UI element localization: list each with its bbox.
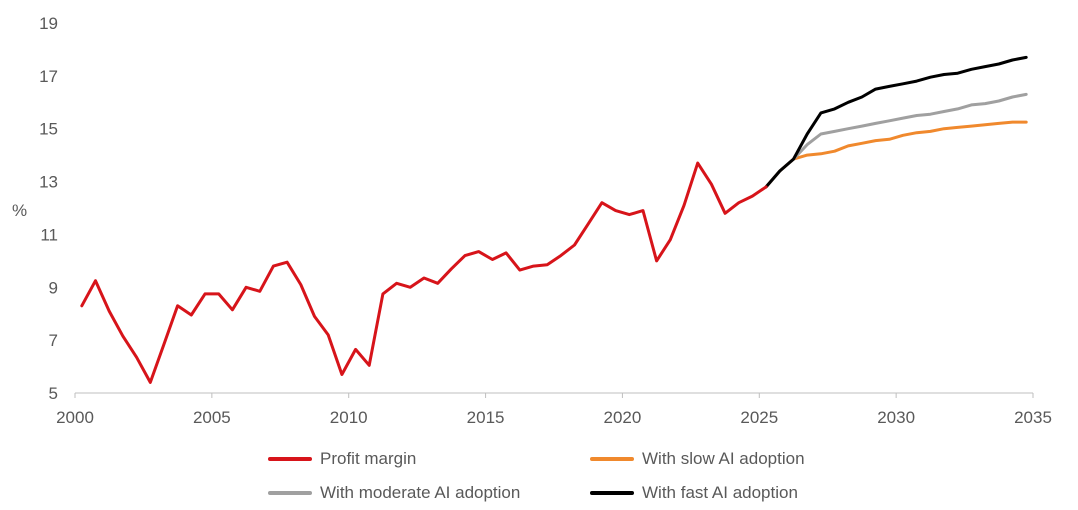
x-tick-label-2015: 2015 [467, 408, 505, 427]
legend-swatch-slow-ai [590, 457, 634, 461]
x-tick-label-2035: 2035 [1014, 408, 1052, 427]
legend-item-fast-ai: With fast AI adoption [590, 480, 798, 506]
series-line-moderate-ai [764, 92, 1028, 189]
y-tick-label-9: 9 [49, 278, 58, 297]
series-line-slow-ai [764, 120, 1028, 189]
series-line-profit-margin [80, 161, 768, 384]
x-tick-label-2005: 2005 [193, 408, 231, 427]
legend-label-moderate-ai: With moderate AI adoption [320, 483, 521, 502]
series-line-fast-ai [764, 55, 1028, 189]
y-tick-label-13: 13 [39, 173, 58, 192]
legend-label-profit-margin: Profit margin [320, 449, 417, 468]
x-tick-label-2020: 2020 [604, 408, 642, 427]
y-tick-label-15: 15 [39, 120, 58, 139]
x-axis-ticks: 2000 2005 2010 2015 2020 2025 2030 2035 [56, 393, 1052, 427]
legend-label-fast-ai: With fast AI adoption [642, 483, 798, 502]
legend-item-slow-ai: With slow AI adoption [590, 446, 805, 472]
y-tick-label-11: 11 [40, 225, 58, 244]
x-tick-label-2000: 2000 [56, 408, 94, 427]
legend: Profit margin With slow AI adoption With… [268, 446, 888, 506]
x-tick-label-2010: 2010 [330, 408, 368, 427]
legend-swatch-moderate-ai [268, 491, 312, 495]
legend-item-moderate-ai: With moderate AI adoption [268, 480, 520, 506]
x-tick-label-2025: 2025 [740, 408, 778, 427]
y-tick-label-17: 17 [39, 67, 58, 86]
y-axis-label: % [12, 201, 27, 220]
y-tick-label-19: 19 [39, 14, 58, 33]
y-axis-tick-labels: 5 7 9 11 13 15 17 19 [39, 14, 58, 403]
x-tick-label-2030: 2030 [877, 408, 915, 427]
series-lines [80, 55, 1028, 384]
legend-label-slow-ai: With slow AI adoption [642, 449, 805, 468]
legend-item-profit-margin: Profit margin [268, 446, 416, 472]
y-tick-label-7: 7 [49, 331, 58, 350]
line-chart: 5 7 9 11 13 15 17 19 % 2000 2005 2010 2015 2020 2025… [12, 14, 1052, 427]
y-tick-label-5: 5 [49, 384, 58, 403]
legend-swatch-profit-margin [268, 457, 312, 461]
legend-swatch-fast-ai [590, 491, 634, 495]
